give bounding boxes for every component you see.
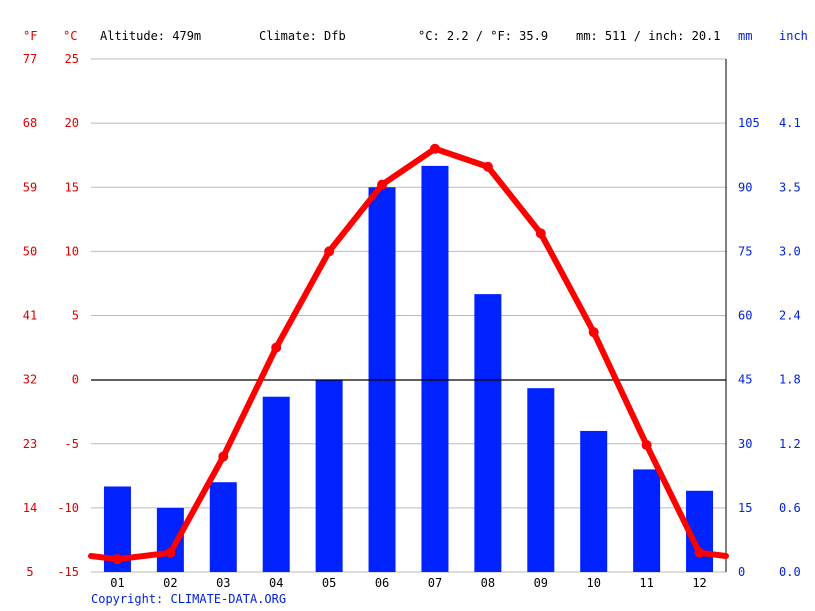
month-label: 05 [322, 576, 336, 590]
month-label: 11 [639, 576, 653, 590]
inch-unit-label: inch [779, 29, 808, 43]
month-label: 08 [481, 576, 495, 590]
celsius-tick-label: 20 [65, 116, 79, 130]
precipitation-bar [527, 388, 555, 572]
inch-tick-label: 0.0 [779, 565, 801, 579]
celsius-tick-label: 25 [65, 52, 79, 66]
mm-tick-label: 45 [738, 373, 752, 387]
month-label: 02 [163, 576, 177, 590]
temperature-line-group [88, 143, 729, 565]
precipitation-bar [209, 482, 237, 572]
fahrenheit-tick-label: 50 [23, 244, 37, 258]
mm-tick-label: 60 [738, 309, 752, 323]
precipitation-bar [580, 430, 608, 572]
mm-tick-label: 75 [738, 244, 752, 258]
fahrenheit-tick-label: 23 [23, 437, 37, 451]
month-label: 07 [428, 576, 442, 590]
mm-unit-label: mm [738, 29, 752, 43]
temperature-average-label: °C: 2.2 / °F: 35.9 [418, 29, 548, 43]
month-label: 04 [269, 576, 283, 590]
mm-tick-label: 90 [738, 180, 752, 194]
precipitation-bar [262, 396, 290, 572]
axis-labels: -15 5 -10 14 -5 23 0 32 5 41 10 50 15 59 20 68 25 77 0 0.0 1… [23, 52, 801, 590]
celsius-tick-label: 15 [65, 180, 79, 194]
copyright-link[interactable]: Copyright: CLIMATE-DATA.ORG [91, 592, 286, 606]
inch-tick-label: 4.1 [779, 116, 801, 130]
temperature-point [588, 327, 599, 338]
precipitation-bar [633, 469, 661, 572]
climate-label: Climate: Dfb [259, 29, 346, 43]
month-label: 03 [216, 576, 230, 590]
mm-tick-label: 15 [738, 501, 752, 515]
temperature-point [324, 246, 335, 257]
fahrenheit-tick-label: 5 [26, 565, 33, 579]
precipitation-bar [474, 294, 502, 572]
celsius-unit-label: °C [63, 29, 77, 43]
mm-tick-label: 30 [738, 437, 752, 451]
month-label: 01 [110, 576, 124, 590]
temperature-point [482, 161, 493, 172]
fahrenheit-tick-label: 59 [23, 180, 37, 194]
fahrenheit-tick-label: 68 [23, 116, 37, 130]
temperature-point [165, 547, 176, 558]
inch-tick-label: 1.8 [779, 373, 801, 387]
celsius-tick-label: 10 [65, 244, 79, 258]
temperature-point [271, 342, 282, 353]
precipitation-bar [315, 379, 343, 572]
month-label: 09 [534, 576, 548, 590]
month-label: 12 [692, 576, 706, 590]
mm-tick-label: 0 [738, 565, 745, 579]
fahrenheit-tick-label: 14 [23, 501, 37, 515]
inch-tick-label: 2.4 [779, 309, 801, 323]
temperature-point [218, 451, 229, 462]
temperature-point [429, 143, 440, 154]
precipitation-total-label: mm: 511 / inch: 20.1 [576, 29, 721, 43]
fahrenheit-tick-label: 41 [23, 309, 37, 323]
inch-tick-label: 3.5 [779, 180, 801, 194]
fahrenheit-unit-label: °F [23, 29, 37, 43]
temperature-point [377, 179, 388, 190]
fahrenheit-tick-label: 77 [23, 52, 37, 66]
altitude-label: Altitude: 479m [100, 29, 201, 43]
temperature-point [641, 440, 652, 451]
celsius-tick-label: -5 [65, 437, 79, 451]
month-label: 06 [375, 576, 389, 590]
inch-tick-label: 1.2 [779, 437, 801, 451]
temperature-point [535, 228, 546, 239]
temperature-point [112, 554, 123, 565]
temperature-line [88, 145, 729, 563]
fahrenheit-tick-label: 32 [23, 373, 37, 387]
mm-tick-label: 105 [738, 116, 760, 130]
celsius-tick-label: -15 [57, 565, 79, 579]
grid-lines [91, 58, 726, 573]
precipitation-bar [421, 165, 449, 572]
temperature-point [694, 547, 705, 558]
inch-tick-label: 0.6 [779, 501, 801, 515]
celsius-tick-label: 5 [72, 309, 79, 323]
celsius-tick-label: -10 [57, 501, 79, 515]
month-label: 10 [586, 576, 600, 590]
inch-tick-label: 3.0 [779, 244, 801, 258]
celsius-tick-label: 0 [72, 373, 79, 387]
